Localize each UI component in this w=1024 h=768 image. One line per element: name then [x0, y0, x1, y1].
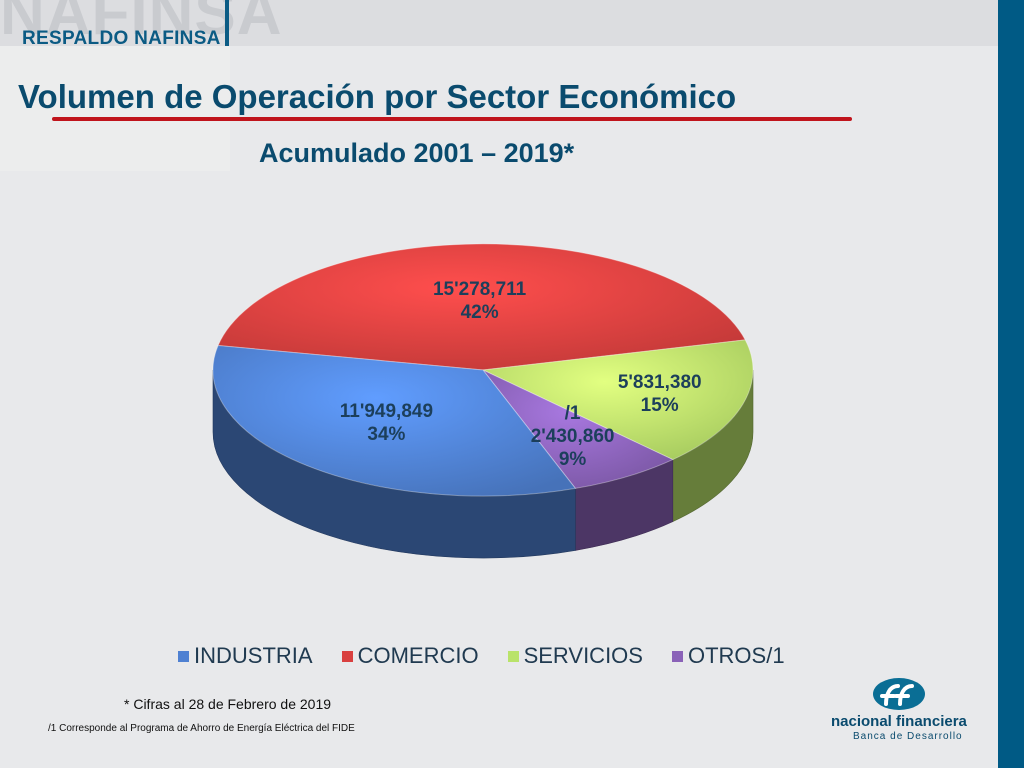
nacional-financiera-logo-icon [873, 678, 925, 710]
nafinsa-watermark-logo: NAFINSA [0, 0, 283, 48]
data-label-comercio: 42% [461, 302, 499, 323]
data-label-servicios: 15% [641, 395, 679, 416]
legend-item-otros: OTROS/1 [671, 643, 785, 669]
legend-label: SERVICIOS [523, 643, 643, 668]
header-panel [0, 46, 230, 171]
pie-slice-comercio [217, 243, 746, 371]
page-title: Volumen de Operación por Sector Económic… [18, 78, 737, 115]
chart-legend: INDUSTRIA COMERCIO SERVICIOS OTROS/1 [178, 643, 785, 669]
legend-swatch [671, 650, 683, 662]
brand-name: NAFINSA [134, 28, 221, 49]
pie-slice-otros [482, 369, 674, 489]
respaldo-nafinsa-logo: RESPALDO NAFINSA [22, 28, 221, 50]
legend-label: INDUSTRIA [194, 643, 313, 668]
logo-divider [225, 0, 229, 46]
page-subtitle: Acumulado 2001 – 2019* [259, 138, 575, 168]
accent-sidebar [998, 0, 1024, 768]
footnote-date: * Cifras al 28 de Febrero de 2019 [124, 696, 332, 712]
data-label-otros: /1 [565, 403, 581, 424]
data-label-industria: 11'949,849 [340, 401, 433, 422]
data-label-otros: 2'430,860 [531, 426, 615, 447]
footer-logo-name: nacional financiera [831, 713, 967, 730]
data-label-industria: 34% [367, 424, 405, 445]
legend-item-servicios: SERVICIOS [507, 643, 643, 669]
legend-swatch [507, 650, 519, 662]
legend-item-industria: INDUSTRIA [178, 643, 313, 669]
pie-tops [212, 243, 754, 497]
pie-slice-industria [212, 344, 577, 497]
data-label-servicios: 5'831,380 [618, 372, 702, 393]
legend-swatch [341, 650, 353, 662]
legend-swatch [178, 650, 189, 662]
legend-label: OTROS/1 [687, 643, 785, 668]
data-label-comercio: 15'278,711 [433, 279, 527, 300]
footnote-fide: /1 Corresponde al Programa de Ahorro de … [48, 723, 355, 734]
footer-logo-tagline: Banca de Desarrollo [853, 731, 963, 742]
title-underline [52, 117, 852, 121]
header-strip [0, 0, 998, 46]
legend-item-comercio: COMERCIO [341, 643, 479, 669]
brand-prefix: RESPALDO [22, 28, 129, 49]
data-label-otros: 9% [559, 449, 587, 470]
legend-label: COMERCIO [357, 643, 479, 668]
pie-slice-servicios [481, 339, 754, 461]
